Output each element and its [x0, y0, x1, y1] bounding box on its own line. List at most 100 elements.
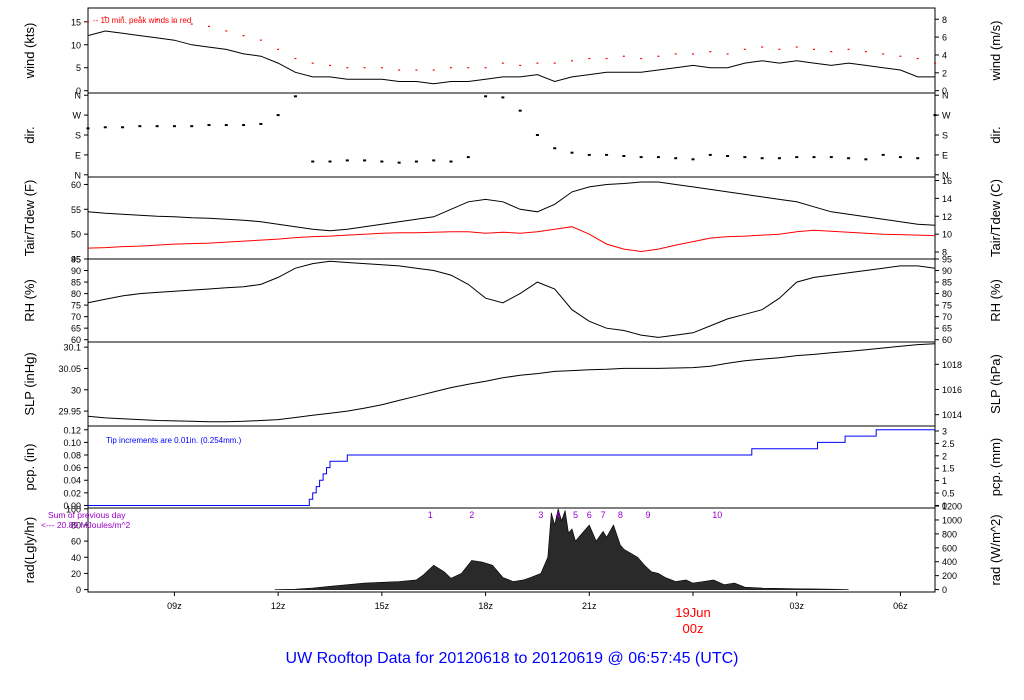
wind-right-tick-label: 2	[942, 68, 947, 78]
temp-left-tick-label: 50	[71, 230, 81, 240]
pcp-right-tick-label: 0.5	[942, 489, 955, 499]
wind-peak-point	[657, 55, 660, 57]
wind-ylabel: wind (kts)	[22, 23, 37, 80]
x-tick-label: 18z	[478, 601, 493, 611]
wind-peak-point	[692, 53, 694, 55]
rad-marker-8: 8	[618, 510, 623, 520]
rad-ylabel-right: rad (W/m^2)	[988, 514, 1003, 585]
slp-left-tick-label: 29.95	[58, 407, 81, 417]
wind-peak-point	[450, 67, 452, 69]
slp-left-tick-label: 30.1	[63, 343, 81, 353]
wind-left-tick-label: 15	[71, 17, 81, 27]
dir-point	[293, 95, 297, 98]
wind-peak-point	[380, 67, 383, 69]
dir-point	[121, 126, 125, 129]
wind-right-tick-label: 6	[942, 33, 947, 43]
rh-left-tick-label: 75	[71, 301, 81, 311]
wind-left-tick-label: 10	[71, 40, 81, 50]
rh-left-tick-label: 65	[71, 324, 81, 334]
wind-peak-point	[588, 57, 591, 60]
wind-peak-point	[916, 57, 919, 60]
rad-marker-5: 5	[573, 510, 578, 520]
wind-right-tick-label: 0	[942, 86, 947, 96]
rad-marker-9: 9	[646, 510, 651, 520]
wind-peak-point	[605, 57, 608, 60]
dir-ylabel: dir.	[22, 126, 37, 143]
wind-peak-point	[726, 53, 729, 55]
dir-point	[259, 122, 263, 125]
wind-speed-line	[87, 30, 935, 85]
rad-marker-10: 10	[712, 510, 722, 520]
wind-peak-point	[761, 46, 764, 48]
wind-peak-point	[329, 64, 331, 67]
dir-point	[933, 114, 937, 117]
dir-point	[898, 156, 902, 159]
pcp-right-tick-label: 0	[942, 501, 947, 511]
rad-right-tick-label: 1000	[942, 515, 962, 525]
wind-peak-point	[709, 51, 712, 53]
wind-peak-point	[138, 16, 141, 18]
temp-ylabel: Tair/Tdew (F)	[22, 180, 37, 257]
wind-peak-point	[934, 62, 936, 64]
wind-peak-point	[640, 57, 643, 60]
dir-point	[864, 158, 868, 161]
wind-peak-point	[571, 60, 573, 62]
dir-point	[432, 159, 436, 162]
wind-right-tick-label: 8	[942, 15, 947, 25]
rad-marker-2: 2	[469, 510, 474, 520]
rad-ylabel: rad(Lgly/hr)	[22, 517, 37, 583]
wind-peak-point	[553, 62, 556, 64]
dir-point	[103, 126, 107, 129]
pcp-left-tick-label: 0.08	[63, 451, 81, 461]
rh-right-tick-label: 65	[942, 324, 952, 334]
temp-right-tick-label: 12	[942, 212, 952, 222]
wind-peak-point	[743, 48, 746, 50]
pcp-right-tick-label: 2.5	[942, 439, 955, 449]
x-tick-label: 09z	[167, 601, 182, 611]
rad-marker-3: 3	[538, 510, 543, 520]
slp-ylabel: SLP (inHg)	[22, 352, 37, 415]
pcp-right-tick-label: 1	[942, 476, 947, 486]
pcp-left-tick-label: 0.10	[63, 438, 81, 448]
x-tick-label: 03z	[789, 601, 804, 611]
rh-right-tick-label: 85	[942, 278, 952, 288]
rad-left-tick-label: 60	[71, 537, 81, 547]
dir-point	[311, 160, 315, 163]
wind-ylabel-right: wind (m/s)	[988, 21, 1003, 82]
dir-point	[587, 153, 591, 156]
slp-right-tick-label: 1018	[942, 360, 962, 370]
wind-peak-point	[795, 46, 798, 48]
dir-point	[207, 124, 211, 127]
wind-peak-point	[208, 25, 210, 27]
temp-right-tick-label: 16	[942, 176, 952, 186]
dir-point	[881, 153, 885, 156]
wind-peak-point	[519, 64, 522, 67]
wind-peak-point	[536, 62, 539, 64]
wind-peak-point	[277, 48, 280, 50]
x-tick-label: 06z	[893, 601, 908, 611]
dir-point	[155, 125, 159, 128]
rh-left-tick-label: 70	[71, 312, 81, 322]
rad-left-tick-label: 100	[66, 504, 81, 514]
dir-left-tick-label: S	[75, 131, 81, 141]
dir-right-tick-label: W	[942, 111, 951, 121]
wind-peak-point	[311, 62, 314, 64]
tair-line	[87, 181, 936, 232]
dir-point	[708, 153, 712, 156]
temp-panel-frame	[87, 176, 936, 260]
dir-point	[172, 125, 176, 128]
pcp-left-tick-label: 0.06	[63, 463, 81, 473]
dir-point	[795, 156, 799, 159]
pcp-right-tick-label: 3	[942, 426, 947, 436]
wind-peak-point	[121, 16, 124, 18]
wind-peak-point	[484, 67, 487, 69]
pcp-right-tick-label: 2	[942, 451, 947, 461]
wind-peak-point	[899, 55, 902, 57]
wind-peak-point	[156, 18, 159, 21]
wind-peak-point	[847, 48, 850, 50]
dir-point	[674, 157, 678, 160]
rad-right-tick-label: 0	[942, 585, 947, 595]
rh-right-tick-label: 90	[942, 266, 952, 276]
wind-peak-point	[622, 55, 625, 57]
